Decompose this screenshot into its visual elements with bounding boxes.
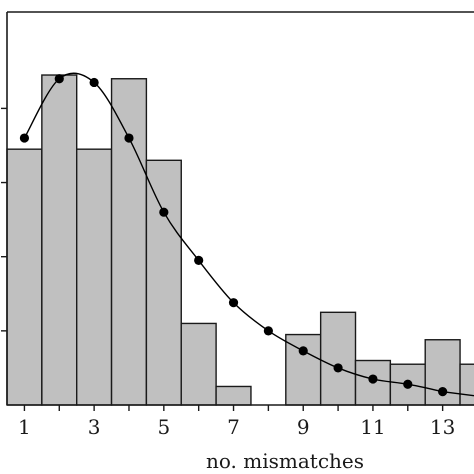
data-point — [54, 74, 64, 84]
data-point — [403, 379, 413, 389]
ticks-layer: 1 3 5 7 9 11 13 — [18, 405, 455, 439]
data-point — [194, 255, 204, 266]
histogram-bar — [6, 148, 43, 406]
data-point — [438, 387, 448, 397]
data-point — [228, 298, 239, 308]
data-point — [19, 133, 30, 143]
histogram-bar — [215, 385, 252, 406]
x-tick-label: 13 — [430, 415, 455, 439]
histogram-bar — [145, 159, 182, 406]
x-tick-label: 9 — [297, 415, 310, 439]
data-point — [368, 374, 378, 384]
bars-layer — [6, 74, 474, 406]
data-point — [263, 326, 273, 336]
histogram-bar — [180, 322, 217, 406]
data-point — [159, 207, 169, 217]
data-point — [298, 346, 308, 356]
x-axis-title: no. mismatches — [206, 449, 364, 473]
histogram-bar — [41, 74, 78, 406]
histogram-bar — [76, 148, 113, 406]
data-point — [89, 77, 99, 88]
data-point — [333, 363, 343, 373]
histogram-bar — [319, 311, 357, 406]
x-tick-label: 11 — [360, 415, 385, 439]
x-tick-label: 1 — [18, 415, 31, 439]
data-point — [124, 133, 134, 143]
x-tick-label: 7 — [227, 415, 240, 439]
histogram-bar — [459, 363, 474, 406]
histogram-bar — [110, 78, 148, 406]
axes-layer — [1, 11, 474, 406]
x-tick-label: 5 — [157, 415, 170, 439]
x-tick-label: 3 — [88, 415, 101, 439]
points-layer — [19, 74, 448, 397]
